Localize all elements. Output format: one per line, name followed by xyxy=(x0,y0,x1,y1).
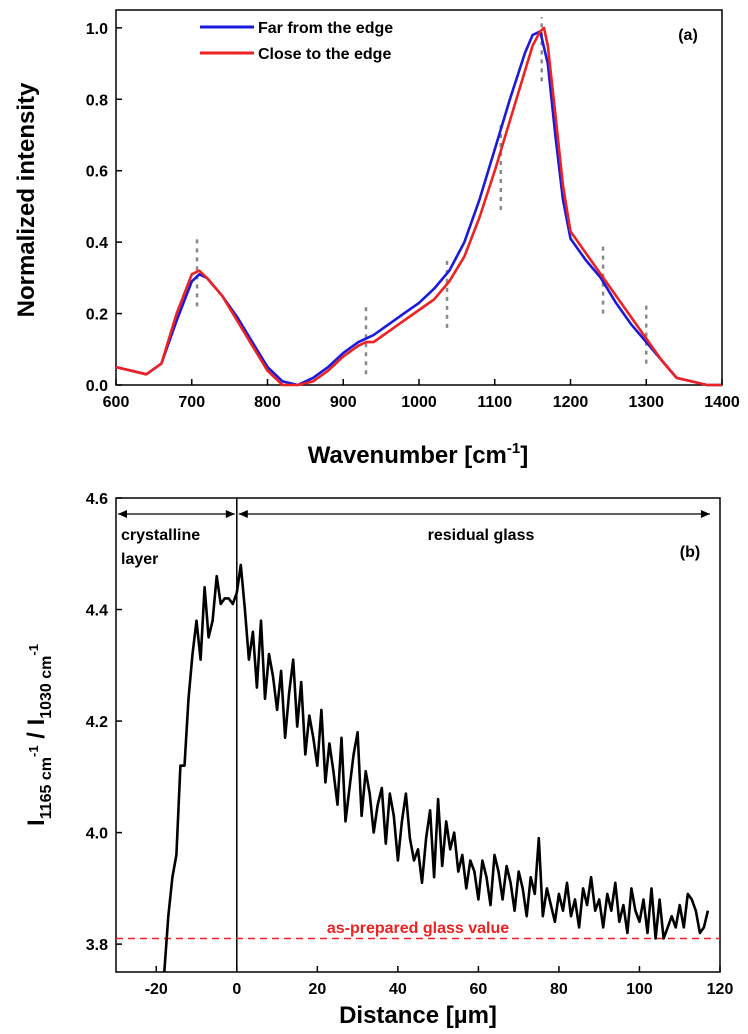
panel-b-xtick-label: 20 xyxy=(308,981,326,998)
panel-b-ytick-label: 4.0 xyxy=(86,826,108,843)
panel-b-ylabel: I1165 cm-1 / I1030 cm-1 xyxy=(23,644,55,826)
panel-a-xlabel-sup: -1 xyxy=(507,440,520,457)
panel-a-xtick-label: 1300 xyxy=(628,394,664,411)
panel-a-ylabel: Normalized intensity xyxy=(13,82,40,317)
panel-a-xtick-label: 800 xyxy=(254,394,281,411)
panel-a-xlabel-close: ] xyxy=(520,442,528,469)
panel-b-label: (b) xyxy=(680,544,700,561)
panel-a-xtick-label: 1400 xyxy=(704,394,740,411)
ylabel-slash: / I xyxy=(23,719,50,746)
panel-b-xlabel: Distance [µm] xyxy=(339,1002,497,1029)
arrow-head-right xyxy=(700,510,710,518)
panel-a-ticks: 600 700 800 900 1000 1100 1200 1300 1400 0.0 0.2 0.… xyxy=(86,21,740,411)
panel-a-band-markers xyxy=(195,17,648,375)
panel-b-ytick-label: 4.2 xyxy=(86,714,108,731)
panel-b-xtick-label: -20 xyxy=(145,981,168,998)
arrow-head-left xyxy=(238,510,248,518)
ylabel-sub-1: 1165 cm xyxy=(38,757,55,819)
panel-a-spectra-chart: 600 700 800 900 1000 1100 1200 1300 1400 0.0 0.2 0.… xyxy=(13,9,740,469)
region-label-layer: layer xyxy=(121,551,158,568)
region-label-crystalline: crystalline xyxy=(121,527,200,544)
panel-a-ytick-label: 0.8 xyxy=(86,92,108,109)
reference-line-label: as-prepared glass value xyxy=(327,920,509,937)
ylabel-i: I xyxy=(23,819,50,826)
panel-a-legend: Far from the edge Close to the edge xyxy=(200,20,393,63)
legend-label-close: Close to the edge xyxy=(258,46,391,63)
panel-a-ytick-label: 0.0 xyxy=(86,378,108,395)
ylabel-sup-1: -1 xyxy=(26,745,41,757)
panel-b-ytick-label: 3.8 xyxy=(86,937,108,954)
panel-b-ytick-label: 4.4 xyxy=(86,603,108,620)
ylabel-sup-2: -1 xyxy=(26,644,41,656)
panel-b-xtick-label: 60 xyxy=(470,981,488,998)
panel-a-label: (a) xyxy=(678,27,698,44)
series-line-close-to-edge xyxy=(115,26,722,387)
panel-b-xtick-label: 0 xyxy=(232,981,241,998)
panel-a-xtick-label: 1200 xyxy=(553,394,589,411)
panel-a-xtick-label: 900 xyxy=(330,394,357,411)
panel-a-ytick-label: 0.6 xyxy=(86,164,108,181)
panel-b-ytick-label: 4.6 xyxy=(86,491,108,508)
panel-b-xtick-label: 40 xyxy=(389,981,407,998)
arrow-head-left xyxy=(118,510,127,518)
panel-a-xtick-label: 1100 xyxy=(477,394,512,411)
ylabel-sub-2: 1030 cm xyxy=(38,656,55,719)
region-label-residual-glass: residual glass xyxy=(428,527,535,544)
panel-b-xtick-label: 120 xyxy=(707,981,734,998)
panel-b-xtick-label: 100 xyxy=(626,981,653,998)
panel-a-xtick-label: 1000 xyxy=(401,394,437,411)
panel-a-xlabel: Wavenumber [cm-1] xyxy=(308,440,529,469)
series-line-far-from-edge xyxy=(115,30,722,387)
panel-b-series xyxy=(163,563,710,973)
panel-a-xtick-label: 700 xyxy=(178,394,205,411)
panel-a-ytick-label: 1.0 xyxy=(86,21,108,38)
panel-b-plot-frame xyxy=(115,497,721,973)
series-line-intensity-ratio xyxy=(163,563,710,973)
panel-b-region-arrows xyxy=(118,510,710,518)
panel-a-ytick-label: 0.2 xyxy=(86,307,108,324)
panel-b-xtick-label: 80 xyxy=(550,981,568,998)
panel-a-plot-frame xyxy=(115,9,723,386)
panel-a-ytick-label: 0.4 xyxy=(86,235,108,252)
panel-a-xlabel-base: Wavenumber [cm xyxy=(308,442,507,469)
legend-label-far: Far from the edge xyxy=(258,20,393,37)
panel-a-xtick-label: 600 xyxy=(103,394,130,411)
panel-a-series xyxy=(115,26,722,387)
panel-b-ratio-chart: crystalline layer residual glass (b) as-… xyxy=(23,491,733,1029)
panel-b-ticks: -20 0 20 40 60 80 100 120 3.8 4.0 4.2 4.4 4.6 xyxy=(86,491,734,998)
arrow-head-right xyxy=(225,510,235,518)
